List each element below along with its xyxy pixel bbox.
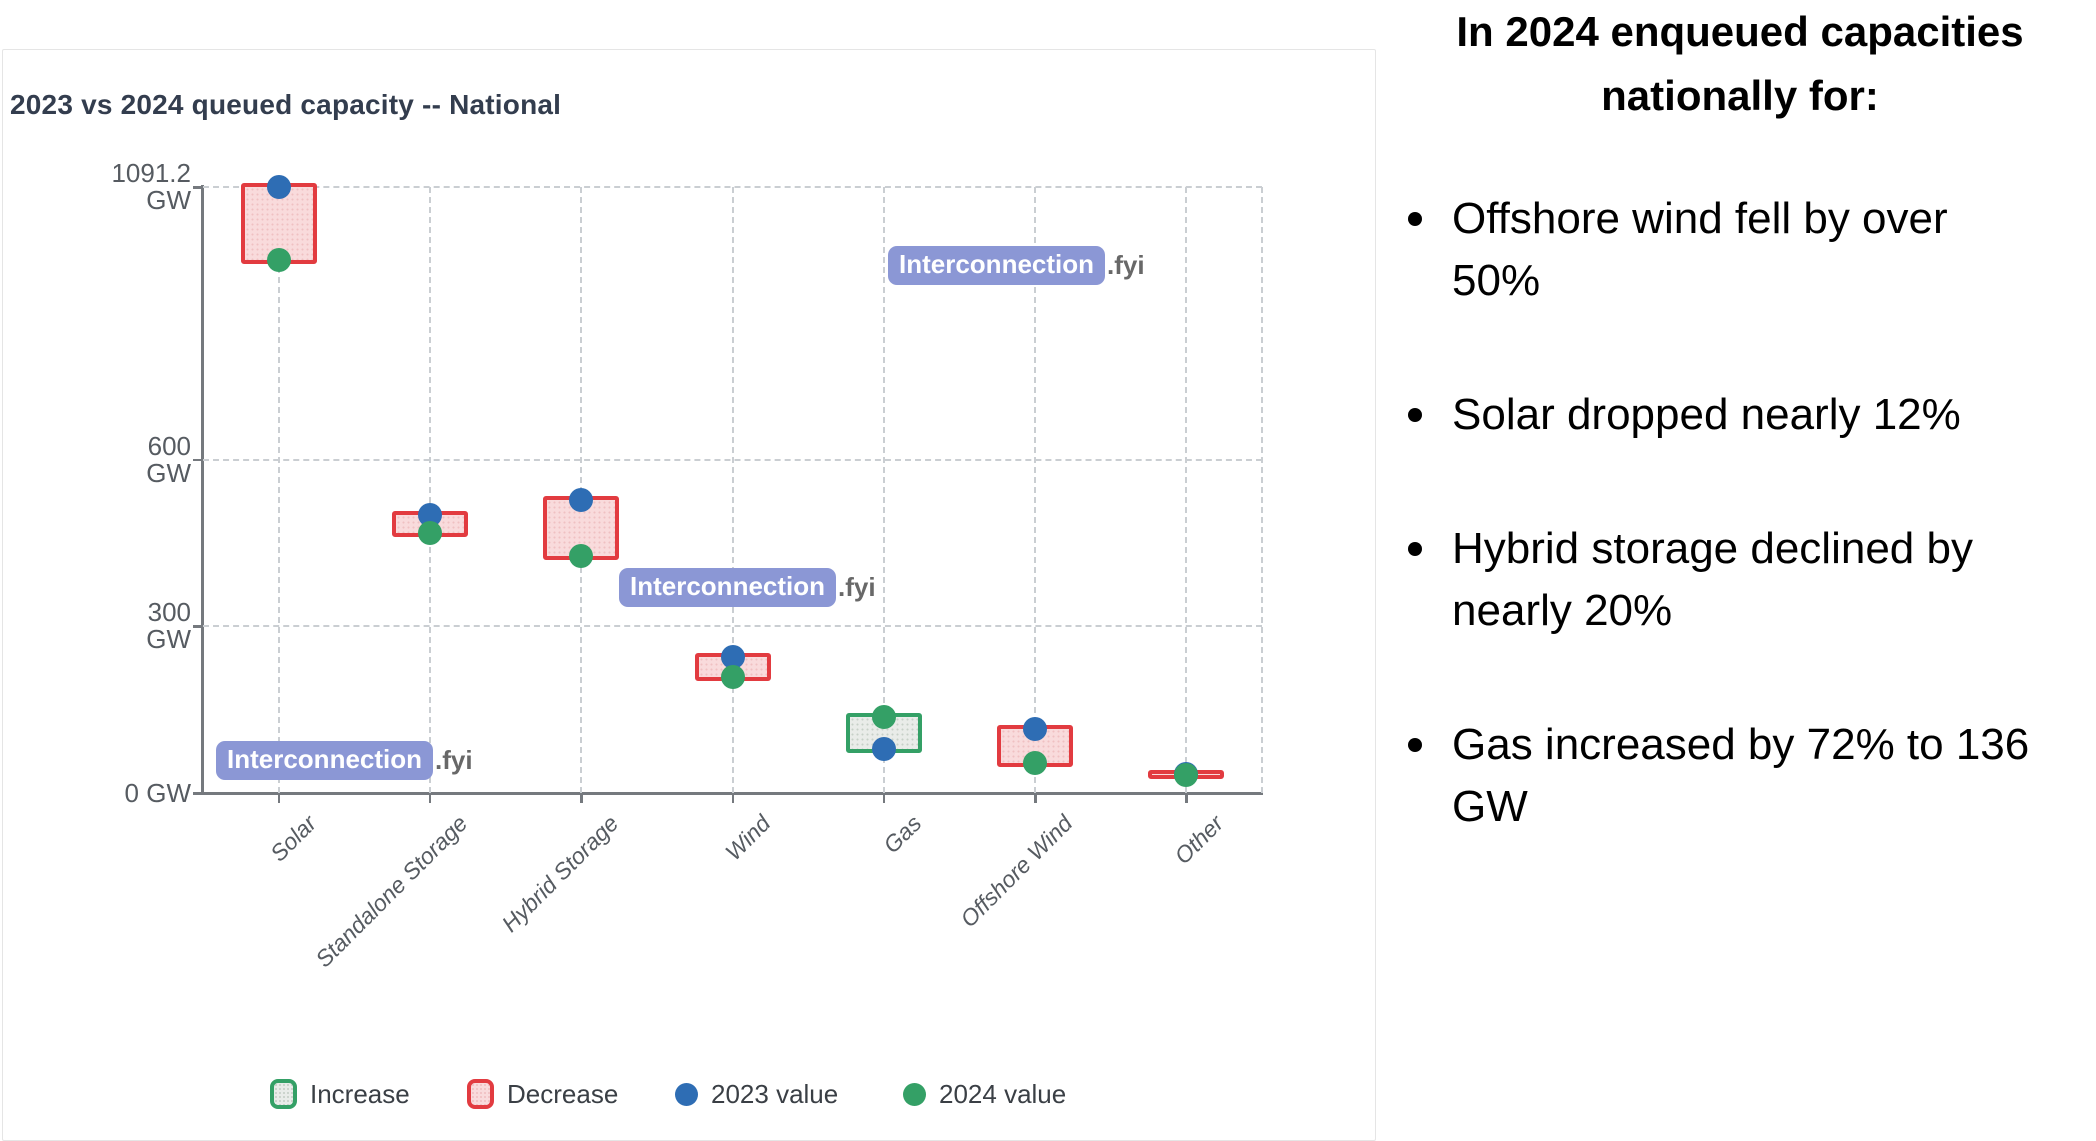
dot-2023-gas (871, 737, 896, 762)
y-tick (193, 625, 203, 628)
bullet-item: Solar dropped nearly 12% (1404, 384, 2037, 446)
interconnection-watermark: Interconnection .fyi (216, 741, 473, 780)
y-tick-label: 300 GW (31, 599, 191, 653)
watermark-fyi-suffix: .fyi (1107, 250, 1145, 280)
x-tick (1185, 793, 1188, 803)
x-gridline-solar (277, 187, 280, 793)
panel-heading: In 2024 enqueued capacities nationally f… (1456, 8, 2024, 119)
dot-2024-offshore-wind (1023, 751, 1048, 775)
x-gridline-standalone-storage (428, 187, 431, 793)
dot-2024-other (1174, 762, 1199, 787)
dot-2023-solar (266, 175, 291, 199)
y-tick-label-line: GW (146, 624, 191, 655)
y-tick-label: 1091.2 GW (31, 160, 191, 214)
x-gridline-gas (882, 187, 885, 793)
interconnection-watermark: Interconnection .fyi (888, 246, 1145, 285)
y-tick-label-line: 300 (147, 597, 191, 628)
y-tick-label-line: 1091.2 (111, 158, 191, 188)
bullet-item: Hybrid storage declined by nearly 20% (1404, 518, 2037, 642)
y-tick (193, 792, 203, 795)
y-tick-label-line: GW (146, 185, 191, 215)
y-tick (193, 458, 203, 462)
interconnection-badge: Interconnection (619, 568, 837, 607)
increase-swatch-icon (270, 1079, 297, 1109)
dot-2024-hybrid-storage (569, 543, 594, 568)
dot-2024-standalone-storage (417, 521, 442, 546)
legend-item-2024-value: 2024 value (903, 1076, 1066, 1112)
dot-2024-icon (903, 1082, 926, 1106)
interconnection-badge: Interconnection (888, 246, 1106, 285)
dot-2024-solar (266, 247, 291, 272)
x-tick (731, 793, 734, 803)
bullet-item: Offshore wind fell by over 50% (1404, 188, 2037, 312)
x-gridline-offshore-wind (1034, 187, 1037, 793)
x-tick (428, 793, 432, 803)
interconnection-badge: Interconnection (216, 741, 434, 780)
y-tick (193, 186, 203, 189)
dot-2024-wind (720, 664, 745, 689)
dot-2023-icon (675, 1082, 698, 1106)
watermark-fyi-suffix: .fyi (435, 745, 473, 775)
chart-title: 2023 vs 2024 queued capacity -- National (10, 89, 562, 120)
x-tick (580, 793, 583, 803)
plot-right-border (1261, 187, 1263, 793)
bullet-item: Gas increased by 72% to 136 GW (1404, 714, 2037, 838)
dot-2023-hybrid-storage (569, 487, 594, 512)
y-tick-label-line: 0 GW (124, 777, 191, 808)
x-gridline-other (1185, 187, 1188, 793)
legend-item-2023-value: 2023 value (675, 1076, 838, 1112)
bullet-list: Offshore wind fell by over 50% Solar drop… (1404, 188, 2064, 910)
x-tick (1034, 793, 1037, 803)
y-tick-label: 600 GW (31, 430, 191, 488)
legend-item-decrease: Decrease (467, 1076, 618, 1112)
y-tick-label: 0 GW (31, 777, 191, 808)
y-axis-line (201, 185, 204, 794)
legend-label: Decrease (507, 1078, 619, 1109)
interconnection-watermark: Interconnection .fyi (619, 568, 876, 607)
x-tick (882, 793, 886, 803)
legend-label: 2023 value (711, 1078, 839, 1109)
decrease-swatch-icon (467, 1079, 494, 1109)
watermark-fyi-suffix: .fyi (838, 572, 876, 602)
legend-label: Increase (310, 1078, 410, 1109)
legend-item-increase: Increase (270, 1076, 410, 1112)
legend-label: 2024 value (939, 1078, 1067, 1109)
y-tick-label-line: 600 (147, 430, 191, 461)
dot-2023-offshore-wind (1023, 717, 1048, 742)
x-tick (277, 793, 281, 803)
x-gridline-wind (731, 187, 734, 793)
y-tick-label-line: GW (146, 457, 191, 488)
dot-2024-gas (871, 705, 896, 730)
